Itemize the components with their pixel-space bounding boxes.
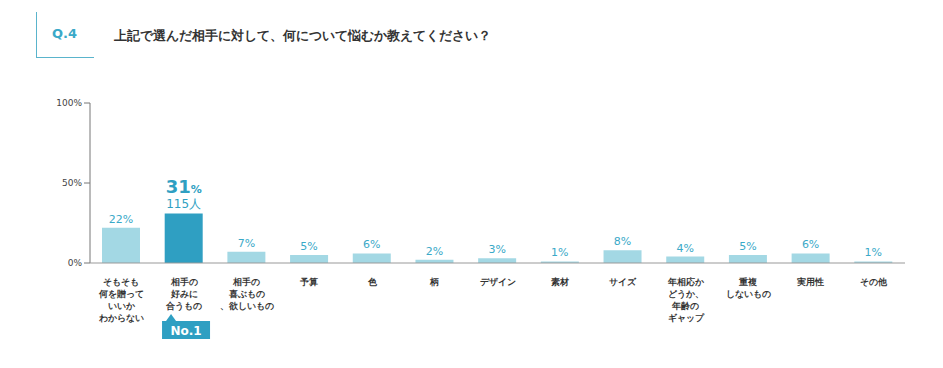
- svg-text:サイズ: サイズ: [609, 277, 637, 287]
- svg-text:そもそも何を贈っていいかわからない: そもそも何を贈っていいかわからない: [98, 277, 144, 323]
- svg-text:色: 色: [367, 277, 378, 287]
- svg-text:1%: 1%: [865, 246, 882, 259]
- svg-text:1%: 1%: [551, 246, 568, 259]
- svg-text:100%: 100%: [56, 98, 82, 108]
- svg-text:115人: 115人: [166, 197, 201, 211]
- svg-text:2%: 2%: [426, 245, 443, 258]
- svg-text:4%: 4%: [677, 242, 694, 255]
- html-text:Q.4: Q.4: [52, 26, 77, 41]
- svg-text:重複しないもの: 重複しないもの: [726, 277, 771, 299]
- svg-text:デザイン: デザイン: [480, 277, 516, 287]
- svg-text:3%: 3%: [488, 243, 505, 256]
- svg-text:相手の好みに合うもの: 相手の好みに合うもの: [165, 277, 202, 311]
- svg-text:0%: 0%: [68, 258, 83, 268]
- html-text:上記で選んだ相手に対して、何について悩むか教えてください？: 上記で選んだ相手に対して、何について悩むか教えてください？: [114, 28, 491, 43]
- svg-text:柄: 柄: [429, 277, 439, 287]
- svg-text:31%: 31%: [166, 176, 202, 197]
- svg-text:No.1: No.1: [170, 324, 201, 338]
- svg-text:5%: 5%: [739, 240, 756, 253]
- svg-text:実用性: 実用性: [796, 277, 824, 287]
- svg-text:6%: 6%: [802, 238, 819, 251]
- svg-text:相手の喜ぶもの、欲しいもの: 相手の喜ぶもの、欲しいもの: [220, 277, 274, 311]
- svg-text:8%: 8%: [614, 235, 631, 248]
- svg-text:6%: 6%: [363, 238, 380, 251]
- svg-text:その他: その他: [860, 277, 888, 287]
- svg-text:22%: 22%: [109, 213, 133, 226]
- svg-text:7%: 7%: [238, 237, 255, 250]
- svg-text:5%: 5%: [300, 240, 317, 253]
- svg-text:素材: 素材: [551, 277, 569, 287]
- svg-text:予算: 予算: [299, 277, 318, 287]
- svg-text:年相応かどうか、年齢のギャップ: 年相応かどうか、年齢のギャップ: [667, 277, 705, 323]
- svg-text:50%: 50%: [62, 178, 82, 188]
